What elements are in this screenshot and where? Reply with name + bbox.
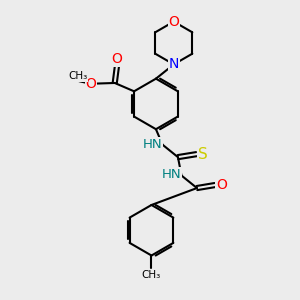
Text: O: O bbox=[216, 178, 227, 192]
Text: S: S bbox=[198, 147, 208, 162]
Text: O: O bbox=[112, 52, 123, 66]
Text: HN: HN bbox=[143, 138, 163, 151]
Text: N: N bbox=[169, 57, 179, 71]
Text: CH₃: CH₃ bbox=[142, 270, 161, 280]
Text: CH₃: CH₃ bbox=[68, 71, 87, 81]
Text: O: O bbox=[85, 76, 96, 91]
Text: O: O bbox=[168, 15, 179, 28]
Text: HN: HN bbox=[162, 168, 182, 181]
